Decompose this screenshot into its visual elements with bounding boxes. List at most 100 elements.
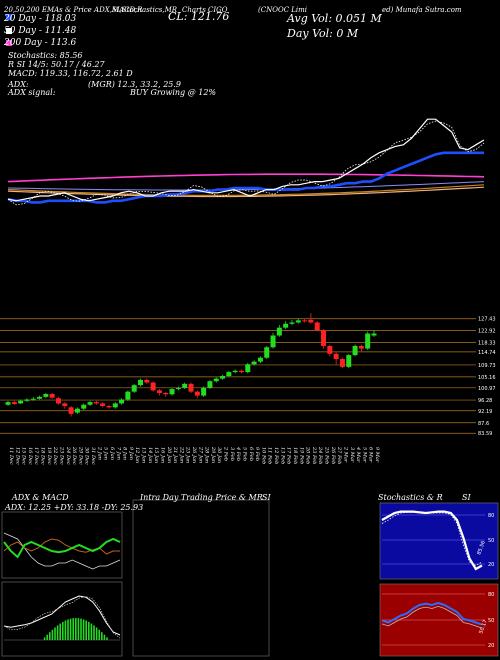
macd-histogram-bar: [88, 621, 90, 640]
candle-body: [74, 408, 80, 413]
date-tick-label: 23 Dec: [58, 446, 64, 465]
stochastics-readout: Stochastics: 85.56: [8, 51, 83, 60]
candle-body: [295, 320, 301, 323]
candle-body: [358, 345, 364, 349]
date-tick-label: 27 Feb: [336, 446, 342, 464]
avg-volume: Avg Vol: 0.051 M: [287, 12, 382, 25]
date-tick-label: 7 Jan: [115, 447, 121, 460]
candle-body: [11, 402, 17, 404]
price-level-label: 83.59: [478, 431, 492, 437]
title-part-4: (CNOOC Limi: [258, 6, 308, 14]
candle-body: [55, 398, 61, 404]
candle-body: [220, 376, 226, 379]
candle-body: [5, 402, 11, 405]
date-tick-label: 12 Feb: [273, 447, 279, 464]
price-level-label: 87.6: [478, 421, 489, 427]
date-tick-label: 6 Mar: [368, 447, 374, 463]
candle-body: [100, 403, 106, 407]
intraday-panel: [132, 499, 270, 657]
candle-body: [138, 379, 144, 386]
macd-histogram-bar: [54, 627, 56, 640]
ema200-swatch: [6, 40, 12, 46]
candle-body: [18, 400, 24, 404]
date-tick-label: 28 Jan: [204, 446, 210, 463]
candle-body: [339, 359, 345, 367]
buy-signal: BUY Growing @ 12%: [130, 88, 217, 97]
stoch-d-line: [381, 511, 483, 566]
candle-body: [321, 330, 327, 346]
price-level-label: 127.43: [478, 317, 496, 323]
candle-body: [213, 378, 219, 382]
rsi-readout: R SI 14/5: 50.17 / 46.27: [8, 60, 105, 69]
date-tick-label: 17 Dec: [33, 447, 39, 465]
date-tick-label: 11 Feb: [267, 447, 273, 464]
candle-body: [150, 382, 156, 391]
candle-body: [207, 381, 213, 388]
adx-label: ADX:: [8, 80, 29, 89]
intraday-title-si: SI: [262, 493, 271, 502]
stoch-tick-label: 80: [488, 513, 494, 519]
macd-histogram-bar: [85, 620, 87, 640]
date-tick-label: 2 Jan: [96, 446, 102, 460]
candle-body: [257, 357, 263, 362]
adx-plus-di-line: [3, 537, 121, 559]
adx-values: (MGR) 12.3, 33.2, 25.9: [88, 80, 181, 89]
macd-histogram-bar: [101, 632, 103, 640]
date-tick-label: 2 Feb: [223, 446, 229, 461]
macd-histogram-bar: [106, 637, 108, 640]
stoch-tick-label: 20: [488, 562, 494, 568]
candle-body: [24, 399, 30, 401]
date-tick-label: 5 Mar: [361, 447, 367, 463]
date-tick-label: 26 Feb: [330, 446, 336, 464]
rsi-blue-line: [381, 601, 483, 626]
date-tick-label: 19 Feb: [298, 447, 304, 464]
price-level-label: 118.33: [478, 340, 496, 346]
stoch-tick-label: 50: [488, 538, 494, 544]
price-white-line: [7, 118, 485, 202]
candle-body: [251, 361, 257, 365]
price-level-label: 114.74: [478, 350, 496, 356]
date-tick-label: 9 Mar: [374, 447, 380, 463]
candle-body: [156, 390, 162, 393]
candle-body: [245, 364, 251, 373]
date-tick-label: 30 Dec: [84, 447, 90, 465]
stoch-value-label: 85.56: [476, 540, 487, 556]
ema-dotted-line: [7, 120, 485, 206]
candle-body: [327, 345, 333, 354]
candlestick-panel: 127.43 122.92 118.33 114.74 109.73 105.16 100.…: [0, 313, 496, 437]
date-tick-label: 26 Dec: [71, 446, 77, 465]
stoch-title-si: SI: [462, 493, 471, 502]
date-tick-label: 22 Dec: [52, 446, 58, 465]
price-level-label: 96.28: [478, 398, 492, 404]
date-tick-label: 30 Jan: [216, 447, 222, 463]
title-part-2: SI,Stochastics,MR: [112, 6, 178, 14]
ema-lavender-line: [7, 181, 485, 191]
date-tick-label: 9 Jan: [128, 447, 134, 460]
rsi-grey-line: [381, 605, 483, 629]
rsi-tick-label: 50: [488, 618, 494, 624]
candle-body: [182, 383, 188, 388]
candle-body: [232, 370, 238, 373]
macd-histogram-bar: [56, 625, 59, 640]
candle-body: [112, 403, 118, 408]
date-tick-label: 29 Jan: [210, 446, 216, 463]
date-tick-label: 5 Jan: [103, 447, 109, 460]
ema50-label: 50 Day - 111.48: [4, 26, 77, 36]
title-part-3: Charts CIGO: [182, 6, 228, 14]
candle-body: [68, 407, 74, 414]
date-tick-label: 20 Feb: [305, 446, 311, 464]
candle-body: [163, 392, 169, 395]
date-tick-label: 13 Jan: [141, 447, 147, 463]
candle-body: [175, 387, 181, 390]
candle-body: [169, 389, 175, 395]
candle-body: [308, 319, 314, 323]
date-tick-label: 12 Dec: [14, 447, 20, 465]
rsi-tick-label: 80: [488, 592, 494, 598]
macd-panel: [1, 581, 123, 657]
macd-histogram-bar: [93, 625, 95, 640]
candle-body: [333, 353, 339, 360]
date-tick-label: 16 Jan: [159, 447, 165, 463]
adx-signal-label: ADX signal:: [8, 88, 56, 97]
date-tick-label: 24 Feb: [317, 446, 323, 464]
date-axis: 11 Dec 12 Dec 15 Dec 16 Dec 17 Dec 18 Dec 19 D…: [8, 446, 380, 465]
